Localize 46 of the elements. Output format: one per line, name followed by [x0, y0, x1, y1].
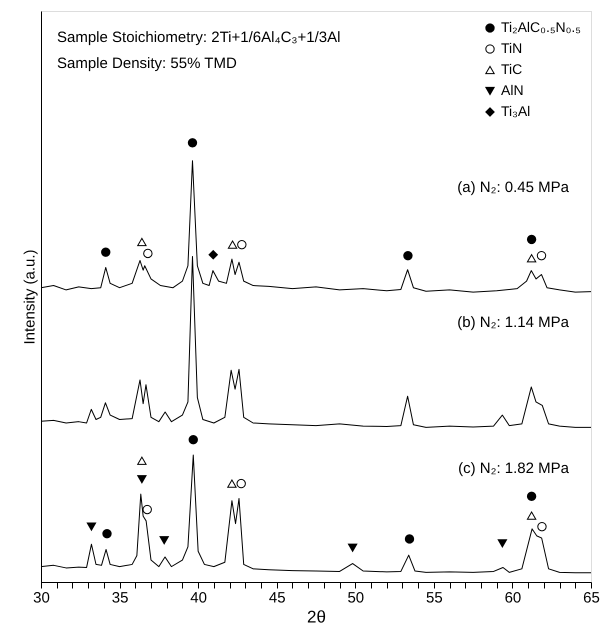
x-tick-label: 40 [190, 590, 207, 606]
annotation: (b) N₂: 1.14 MPa [457, 314, 570, 331]
point [137, 456, 147, 465]
legend-label: Ti₃Al [501, 103, 530, 119]
point [348, 544, 358, 552]
point [227, 479, 237, 488]
point [236, 478, 246, 488]
x-tick-label: 35 [112, 590, 128, 606]
point [160, 536, 169, 544]
text: Sample Density: 55% TMD [57, 55, 237, 72]
legend-label: Ti₂AlC₀.₅N₀.₅ [501, 19, 581, 35]
legend-label: TiC [501, 61, 522, 77]
point [537, 522, 547, 532]
point [101, 247, 110, 257]
point [526, 512, 536, 520]
annotation: (a) N₂: 0.45 MPa [457, 179, 570, 196]
point [137, 238, 147, 246]
point [102, 529, 112, 538]
text: Sample Stoichiometry: 2Ti+1/6Al₄C₃+1/3Al [57, 29, 340, 46]
point [208, 250, 218, 260]
x-tick-label: 60 [504, 590, 522, 606]
point [526, 492, 536, 502]
point [403, 250, 413, 260]
x-tick-label: 65 [583, 590, 600, 606]
point [237, 240, 247, 250]
point [228, 240, 238, 249]
point [404, 534, 414, 544]
annotation: (c) N₂: 1.82 MPa [458, 460, 570, 477]
x-tick-label: 30 [33, 590, 50, 606]
legend-label: AlN [501, 82, 524, 98]
point [142, 504, 152, 514]
x-tick-label: 45 [268, 590, 286, 606]
point [188, 435, 198, 444]
x-axis-title: 2θ [307, 608, 326, 626]
x-tick-label: 55 [426, 590, 443, 606]
point [86, 522, 96, 531]
point [137, 475, 147, 484]
x-tick-label: 50 [347, 590, 364, 606]
legend-label: TiN [501, 40, 522, 56]
point [498, 539, 508, 548]
point [188, 138, 198, 148]
point [536, 250, 546, 260]
point [526, 234, 536, 244]
point [526, 254, 536, 262]
y-axis-title: Intensity (a.u.) [22, 249, 38, 345]
point [143, 248, 153, 258]
